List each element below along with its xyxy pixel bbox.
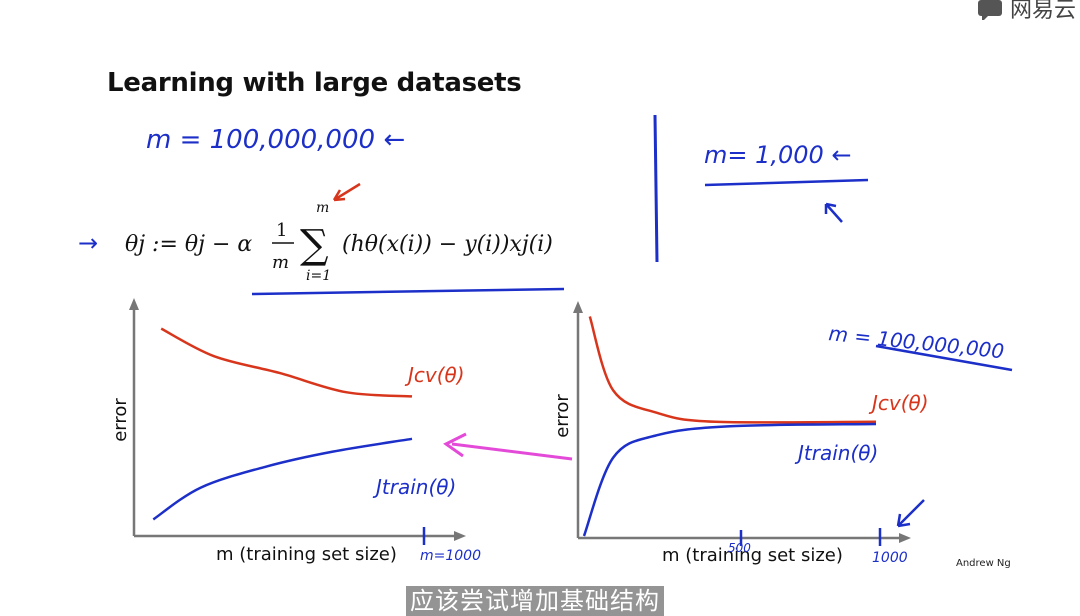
author-credit: Andrew Ng [956, 558, 1011, 569]
chart-right-x-arrow [899, 533, 911, 543]
chart-left-x-arrow [454, 531, 466, 541]
chart-right: error m (training set size) 500 1000 Jcv… [552, 301, 929, 566]
chart-right-jcv-line [588, 316, 877, 424]
chart-right-xlabel: m (training set size) [662, 545, 843, 566]
chart-right-jtrain-line [582, 422, 877, 537]
formula-sum-bottom: i=1 [306, 268, 331, 284]
m-large-right-annotation: m = 100,000,000 [827, 321, 1005, 363]
chart-right-jtrain-label: Jtrain(θ) [794, 441, 878, 465]
slide-title: Learning with large datasets [107, 68, 522, 98]
chart-left-jtrain-label: Jtrain(θ) [372, 475, 456, 499]
watermark-logo: 网易云 [976, 0, 1077, 23]
m-small-annotation: m= 1,000 ← [704, 141, 852, 169]
chart-left-xlabel: m (training set size) [216, 544, 397, 565]
formula-sum-top: m [316, 200, 329, 216]
chart-right-x-mark-label: 500 [728, 541, 751, 555]
formula-frac-den: m [272, 252, 289, 273]
formula-underline [251, 287, 565, 296]
chart-left-x-mark-label: m=1000 [420, 548, 481, 564]
m-large-annotation: m = 100,000,000 ← [146, 125, 405, 155]
chart-right-x-end-label: 1000 [872, 550, 908, 566]
formula-arrow-icon: → [78, 229, 98, 257]
divider-line [653, 114, 659, 263]
magenta-arrow-head-icon [443, 432, 467, 458]
red-arrow-icon [332, 182, 361, 202]
magenta-arrow-line [451, 442, 573, 461]
chart-left-ylabel: error [110, 398, 131, 442]
chart-right-y-arrow [573, 301, 583, 313]
up-arrow-icon [824, 202, 843, 223]
chart-left-jtrain-line [152, 437, 413, 521]
m-small-underline [704, 178, 869, 187]
chart-left: error m (training set size) m=1000 Jcv(θ… [110, 298, 481, 565]
formula-sum-sign: ∑ [300, 222, 329, 268]
chart-left-jcv-label: Jcv(θ) [404, 363, 465, 387]
chart-right-jcv-label: Jcv(θ) [868, 391, 929, 415]
formula-frac-num: 1 [276, 220, 287, 241]
chart-left-jcv-line [160, 327, 413, 398]
watermark-text: 网易云 [1010, 0, 1077, 23]
video-subtitle: 应该尝试增加基础结构 [406, 586, 664, 616]
formula-body: (hθ(x(i)) − y(i))xj(i) [342, 232, 553, 257]
chart-right-ylabel: error [552, 394, 573, 438]
m-large-right-underline [875, 344, 1013, 372]
formula-lhs: θj := θj − α [125, 232, 252, 257]
chart-left-y-arrow [129, 298, 139, 310]
chat-bubble-icon [978, 0, 1002, 20]
down-left-arrow-icon [896, 499, 925, 528]
